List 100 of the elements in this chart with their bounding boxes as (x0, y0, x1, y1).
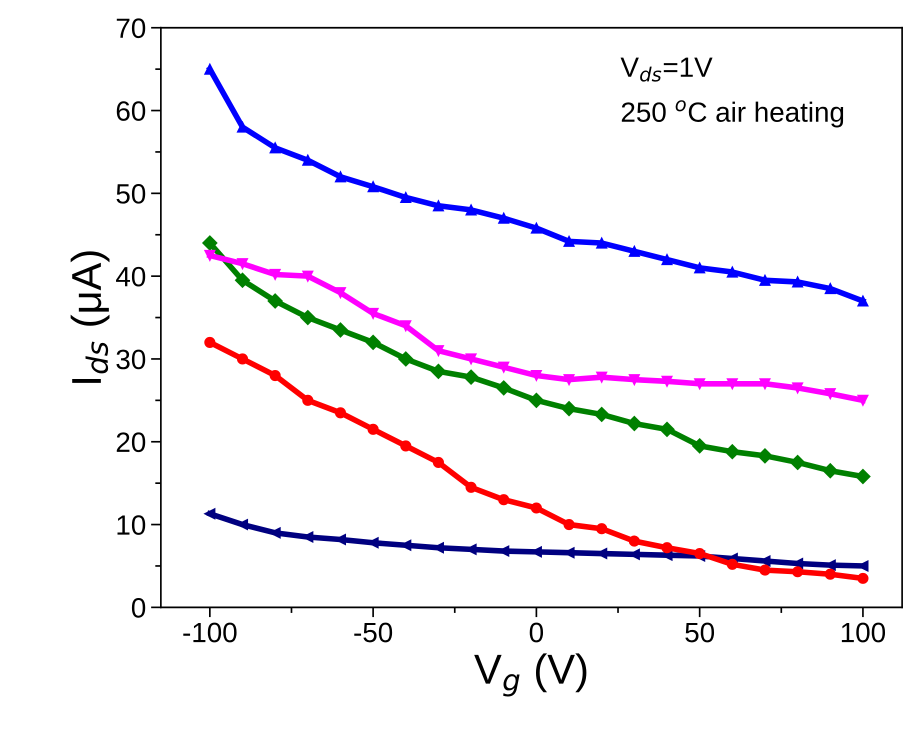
x-axis-title: V$_{g}$ (V) (474, 653, 586, 696)
point (432, 456, 444, 468)
point (236, 353, 248, 365)
annotation: 250 $^{o}$C air heating (622, 100, 844, 128)
point (857, 572, 868, 584)
point (530, 370, 542, 382)
point (563, 374, 575, 386)
point (692, 438, 708, 454)
point (334, 171, 346, 182)
point (561, 401, 577, 416)
point (792, 276, 804, 288)
point (204, 508, 216, 520)
point (628, 374, 640, 386)
y-tick-label: 30 (116, 350, 146, 370)
point (334, 287, 346, 298)
point (563, 236, 575, 247)
point (204, 336, 216, 348)
y-tick-label: 20 (116, 432, 146, 452)
point (759, 378, 771, 390)
point (400, 440, 412, 452)
point (661, 376, 673, 387)
point (302, 154, 314, 166)
point (594, 406, 610, 422)
point (400, 320, 412, 332)
point (661, 254, 673, 266)
point (202, 235, 218, 251)
point (498, 362, 510, 373)
point (204, 250, 216, 262)
x-tick-label: -50 (354, 622, 392, 642)
point (759, 274, 771, 286)
y-tick-label: 70 (116, 18, 146, 38)
point (236, 258, 248, 270)
point (759, 564, 771, 576)
point (466, 353, 477, 365)
point (792, 382, 804, 394)
point (300, 310, 316, 326)
point (530, 222, 542, 234)
point (498, 494, 510, 506)
point (563, 519, 575, 530)
point (366, 334, 381, 350)
point (596, 523, 608, 534)
point (398, 351, 414, 367)
point (528, 392, 544, 408)
point (726, 378, 738, 390)
point (790, 454, 806, 470)
point (626, 416, 642, 432)
point (368, 181, 379, 192)
point (204, 64, 216, 75)
point (466, 482, 477, 493)
point (302, 394, 314, 406)
point (726, 266, 738, 278)
y-tick-label: 40 (116, 266, 146, 286)
point (464, 370, 479, 385)
x-tick-label: 50 (685, 622, 714, 642)
point (694, 378, 706, 390)
point (824, 388, 836, 400)
y-tick-label: 50 (116, 184, 146, 204)
point (466, 204, 477, 216)
point (628, 536, 640, 547)
point (270, 370, 281, 382)
point (824, 568, 836, 580)
point (234, 272, 250, 288)
point (334, 407, 346, 418)
point (496, 380, 512, 396)
y-axis-title: I$_{ds}$ (μA) (70, 251, 110, 383)
point (694, 548, 706, 560)
point (792, 566, 804, 578)
annotation: V$_{ds}$=1V (620, 58, 713, 82)
point (596, 237, 608, 249)
point (368, 308, 379, 319)
point (270, 268, 281, 280)
point (857, 394, 868, 406)
point (432, 200, 444, 212)
point (270, 142, 281, 154)
point (596, 372, 608, 383)
point (694, 262, 706, 274)
point (332, 322, 348, 338)
point (824, 283, 836, 294)
point (659, 422, 675, 437)
point (302, 270, 314, 282)
point (857, 295, 868, 307)
point (268, 293, 283, 309)
point (400, 192, 412, 204)
point (822, 463, 838, 478)
point (628, 246, 640, 257)
point (530, 502, 542, 514)
point (757, 448, 773, 464)
x-tick-label: 100 (842, 622, 886, 642)
point (724, 444, 740, 460)
x-tick-label: -100 (183, 622, 237, 642)
y-tick-label: 10 (118, 515, 146, 535)
point (855, 468, 871, 484)
point (726, 558, 738, 570)
y-tick-label: 0 (132, 598, 146, 618)
x-tick-label: 0 (530, 622, 544, 642)
point (368, 424, 379, 435)
point (430, 364, 446, 379)
point (498, 212, 510, 224)
y-tick-label: 60 (116, 101, 146, 121)
point (661, 542, 673, 554)
